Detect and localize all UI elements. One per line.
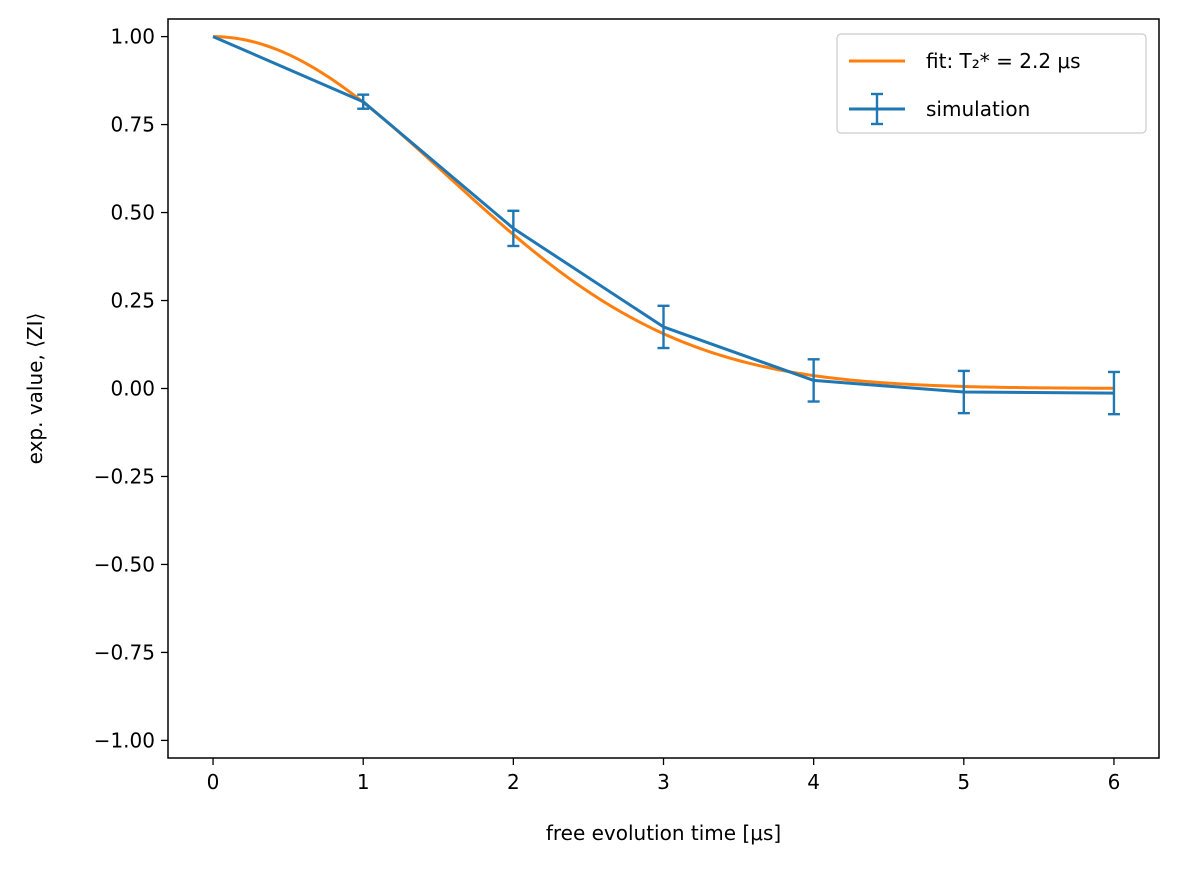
legend-box bbox=[836, 33, 1147, 134]
x-axis: 0 1 2 3 4 5 6 bbox=[207, 758, 1121, 794]
legend-simulation-label: simulation bbox=[926, 97, 1030, 121]
y-tick-label: 0.00 bbox=[110, 377, 155, 401]
y-axis: −1.00 −0.75 −0.50 −0.25 0.00 0.25 0.50 0.75 1.00 bbox=[94, 25, 168, 752]
y-tick-label: 0.25 bbox=[110, 289, 155, 313]
y-tick-label: 0.75 bbox=[110, 113, 155, 137]
x-axis-label: free evolution time [μs] bbox=[546, 821, 781, 845]
y-tick-label: 0.50 bbox=[110, 201, 155, 225]
x-tick-label: 1 bbox=[357, 770, 370, 794]
x-tick-label: 0 bbox=[207, 770, 220, 794]
y-tick-label: −0.25 bbox=[94, 464, 155, 488]
legend-fit-label: fit: T₂* = 2.2 μs bbox=[926, 49, 1081, 73]
x-tick-label: 3 bbox=[657, 770, 670, 794]
x-tick-label: 2 bbox=[507, 770, 520, 794]
y-axis-label: exp. value, ⟨ZI⟩ bbox=[23, 313, 47, 465]
x-tick-label: 4 bbox=[807, 770, 820, 794]
simulation-series bbox=[212, 35, 1120, 416]
y-tick-label: −1.00 bbox=[94, 728, 155, 752]
x-tick-label: 5 bbox=[957, 770, 970, 794]
x-tick-label: 6 bbox=[1108, 770, 1121, 794]
y-tick-label: 1.00 bbox=[110, 25, 155, 49]
legend-simulation-swatch bbox=[849, 92, 905, 126]
y-tick-label: −0.75 bbox=[94, 640, 155, 664]
legend: fit: T₂* = 2.2 μs simulation bbox=[836, 33, 1147, 134]
y-tick-label: −0.50 bbox=[94, 552, 155, 576]
